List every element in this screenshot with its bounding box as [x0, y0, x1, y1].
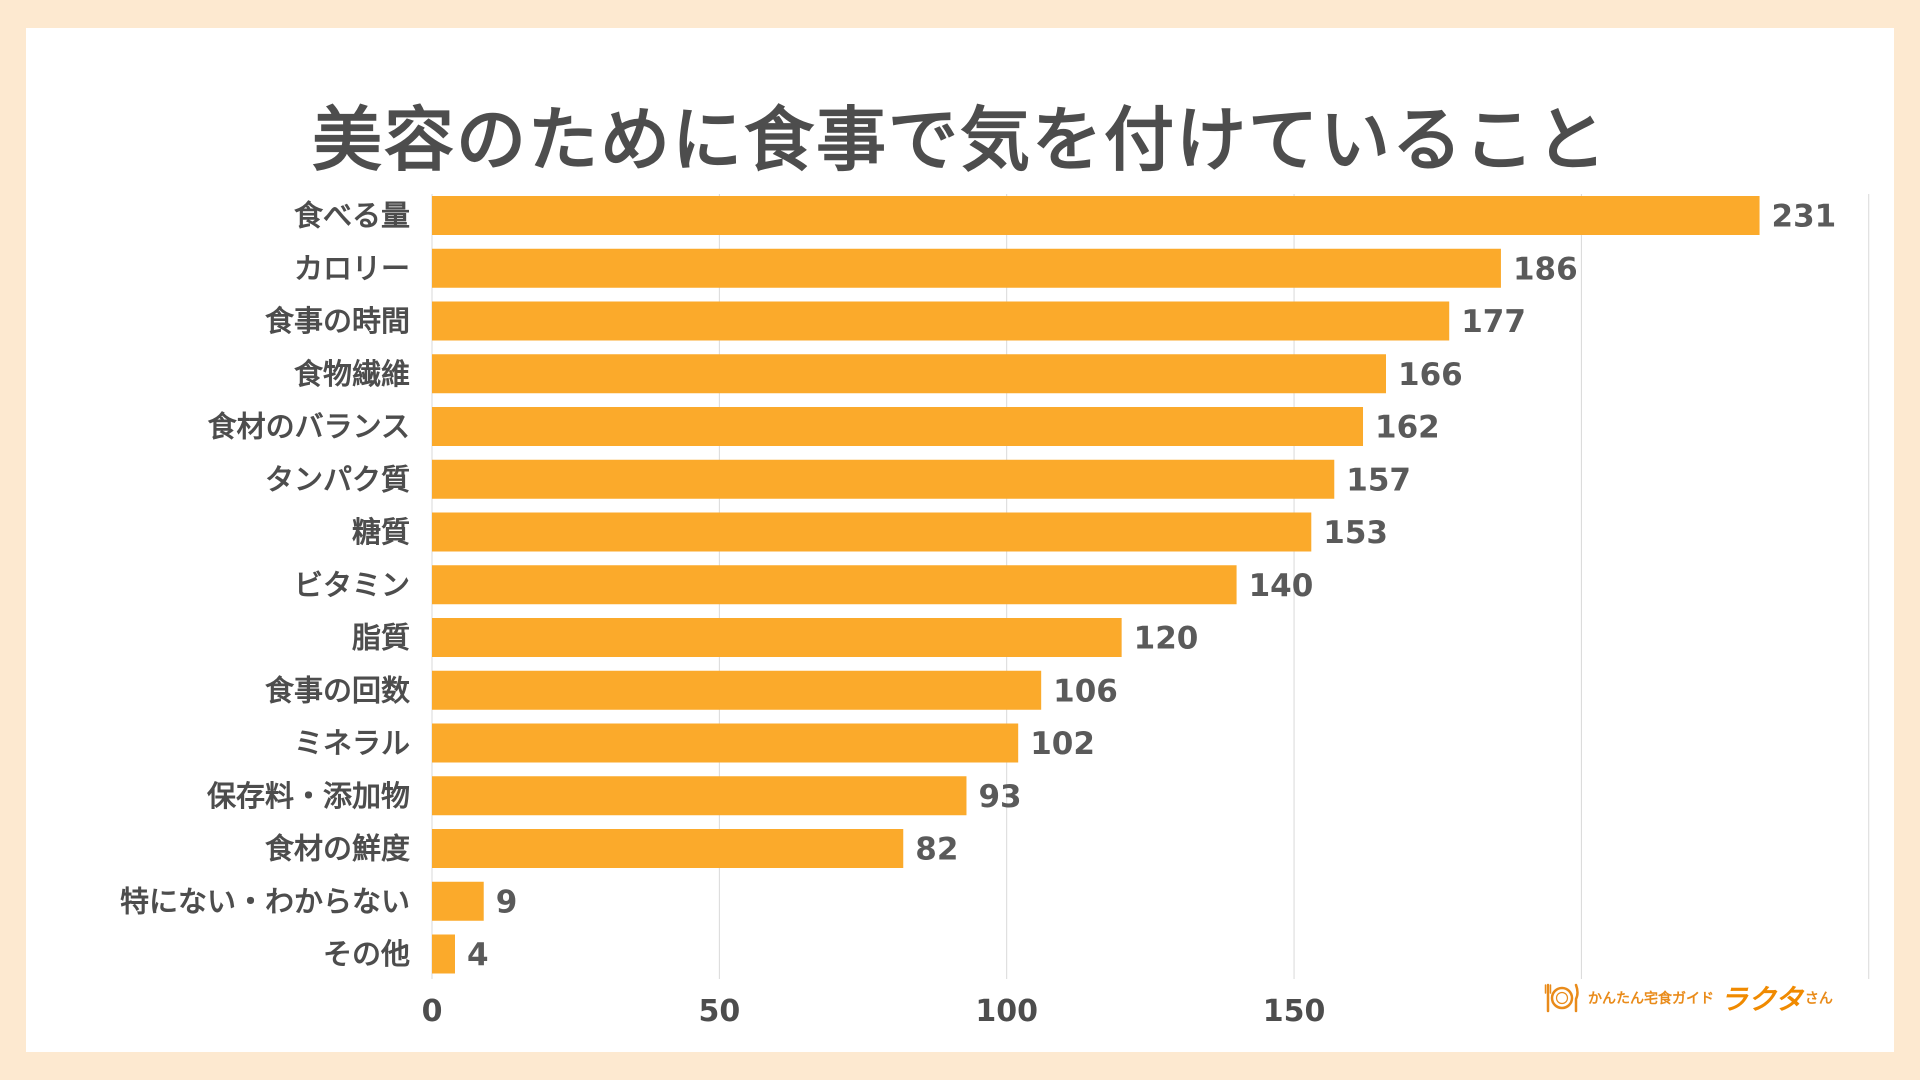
bar — [432, 354, 1387, 394]
logo-tagline: かんたん宅食ガイド — [1588, 991, 1714, 1007]
value-label: 93 — [978, 779, 1021, 815]
category-label: 特にない・わからない — [120, 884, 410, 918]
value-label: 120 — [1134, 621, 1199, 657]
bar — [432, 829, 904, 868]
bar — [432, 723, 1019, 763]
bar — [432, 459, 1335, 499]
category-label: タンパク質 — [265, 462, 410, 496]
value-label: 162 — [1375, 410, 1440, 446]
logo-brand: ラクタ — [1720, 983, 1803, 1016]
bar — [432, 565, 1237, 605]
value-label: 153 — [1323, 515, 1388, 551]
value-label: 106 — [1053, 673, 1118, 709]
bar — [432, 248, 1501, 288]
plate-fork-knife-icon — [1544, 983, 1579, 1013]
category-label: 食材の鮮度 — [265, 832, 410, 866]
bar — [432, 934, 455, 974]
category-label: 食事の回数 — [265, 673, 411, 707]
value-label: 177 — [1461, 304, 1526, 340]
category-label: 糖質 — [352, 515, 410, 549]
bars — [432, 196, 1760, 974]
bar — [432, 776, 967, 816]
value-label: 186 — [1513, 251, 1578, 287]
value-label: 9 — [496, 884, 518, 920]
category-label: カロリー — [294, 251, 410, 285]
category-label: 食材のバランス — [208, 410, 410, 444]
value-label: 4 — [467, 937, 489, 973]
value-label: 140 — [1249, 568, 1314, 604]
bar — [432, 512, 1312, 552]
bar — [432, 196, 1760, 235]
category-label: 食物繊維 — [294, 357, 410, 391]
value-label: 166 — [1398, 357, 1463, 393]
value-label: 231 — [1772, 199, 1837, 235]
value-label: 82 — [915, 832, 958, 868]
x-tick-label: 0 — [422, 994, 443, 1029]
bar — [432, 618, 1122, 657]
category-label: 食べる量 — [294, 199, 410, 233]
tick-labels: 0 50 100 150 — [422, 994, 1326, 1029]
value-label: 102 — [1030, 726, 1095, 762]
chart-title: 美容のために食事で気を付けていること — [312, 99, 1608, 181]
logo-suffix: さん — [1804, 991, 1833, 1007]
category-label: 脂質 — [352, 621, 410, 655]
bar — [432, 407, 1364, 446]
category-label: 保存料・添加物 — [206, 779, 410, 813]
bar-chart: 食べる量カロリー食事の時間食物繊維食材のバランスタンパク質糖質ビタミン脂質食事の… — [120, 194, 1870, 1029]
bar — [432, 881, 484, 921]
x-tick-label: 50 — [698, 994, 740, 1029]
category-label: その他 — [323, 937, 410, 971]
chart-card: 美容のために食事で気を付けていること 食べる量カロリー食事の時間食物繊維食材のバ… — [26, 28, 1894, 1052]
brand-logo: かんたん宅食ガイド ラクタ さん — [1544, 978, 1833, 1018]
bar — [432, 301, 1450, 341]
x-tick-label: 100 — [975, 994, 1038, 1029]
bar — [432, 670, 1042, 710]
category-labels: 食べる量カロリー食事の時間食物繊維食材のバランスタンパク質糖質ビタミン脂質食事の… — [120, 199, 411, 972]
category-label: ビタミン — [294, 568, 410, 602]
category-label: 食事の時間 — [265, 304, 410, 338]
category-label: ミネラル — [294, 726, 410, 760]
value-label: 157 — [1346, 462, 1411, 498]
x-tick-label: 150 — [1263, 994, 1326, 1029]
